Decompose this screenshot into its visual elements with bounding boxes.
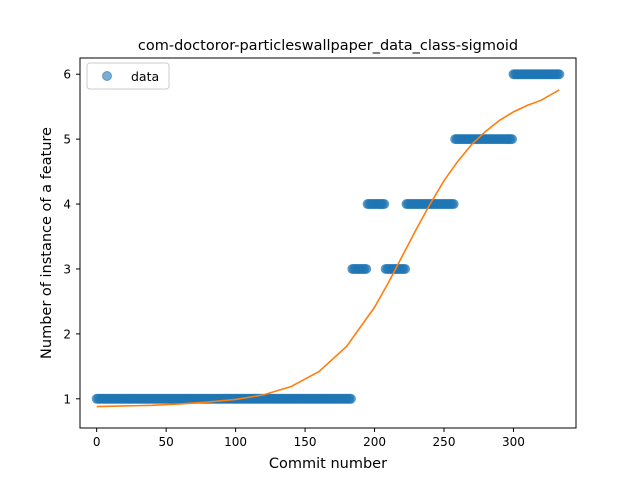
y-tick-label: 6 (63, 68, 71, 82)
x-axis-label: Commit number (269, 456, 387, 472)
data-point (448, 199, 459, 210)
y-tick-label: 2 (63, 327, 71, 341)
y-tick-label: 4 (63, 198, 71, 212)
y-tick-label: 3 (63, 262, 71, 276)
x-axis-ticks: 0 50 100 150 200 250 300 (93, 428, 525, 449)
data-point (554, 69, 565, 80)
y-axis-label: Number of instance of a feature (39, 127, 55, 359)
data-point (507, 134, 518, 145)
x-tick-label: 0 (93, 435, 101, 449)
fit-line-group (96, 89, 560, 408)
x-tick-label: 100 (224, 435, 247, 449)
x-tick-label: 250 (433, 435, 456, 449)
y-tick-label: 1 (63, 392, 71, 406)
fit-line (96, 89, 560, 408)
plot-area (79, 57, 577, 429)
y-axis-ticks: 1 2 3 4 5 6 (63, 68, 80, 406)
y-tick-label: 5 (63, 133, 71, 147)
x-tick-label: 50 (158, 435, 173, 449)
x-tick-label: 150 (294, 435, 317, 449)
x-tick-label: 200 (363, 435, 386, 449)
x-tick-label: 300 (502, 435, 525, 449)
legend-marker-data (102, 71, 112, 81)
legend-box (86, 62, 170, 90)
data-point (400, 263, 411, 274)
data-point (345, 393, 356, 404)
legend: data (86, 62, 170, 90)
chart-title: com-doctoror-particleswallpaper_data_cla… (138, 38, 518, 54)
data-point (379, 199, 390, 210)
legend-label-data: data (131, 69, 159, 84)
data-point (361, 263, 372, 274)
data-points (91, 69, 565, 404)
